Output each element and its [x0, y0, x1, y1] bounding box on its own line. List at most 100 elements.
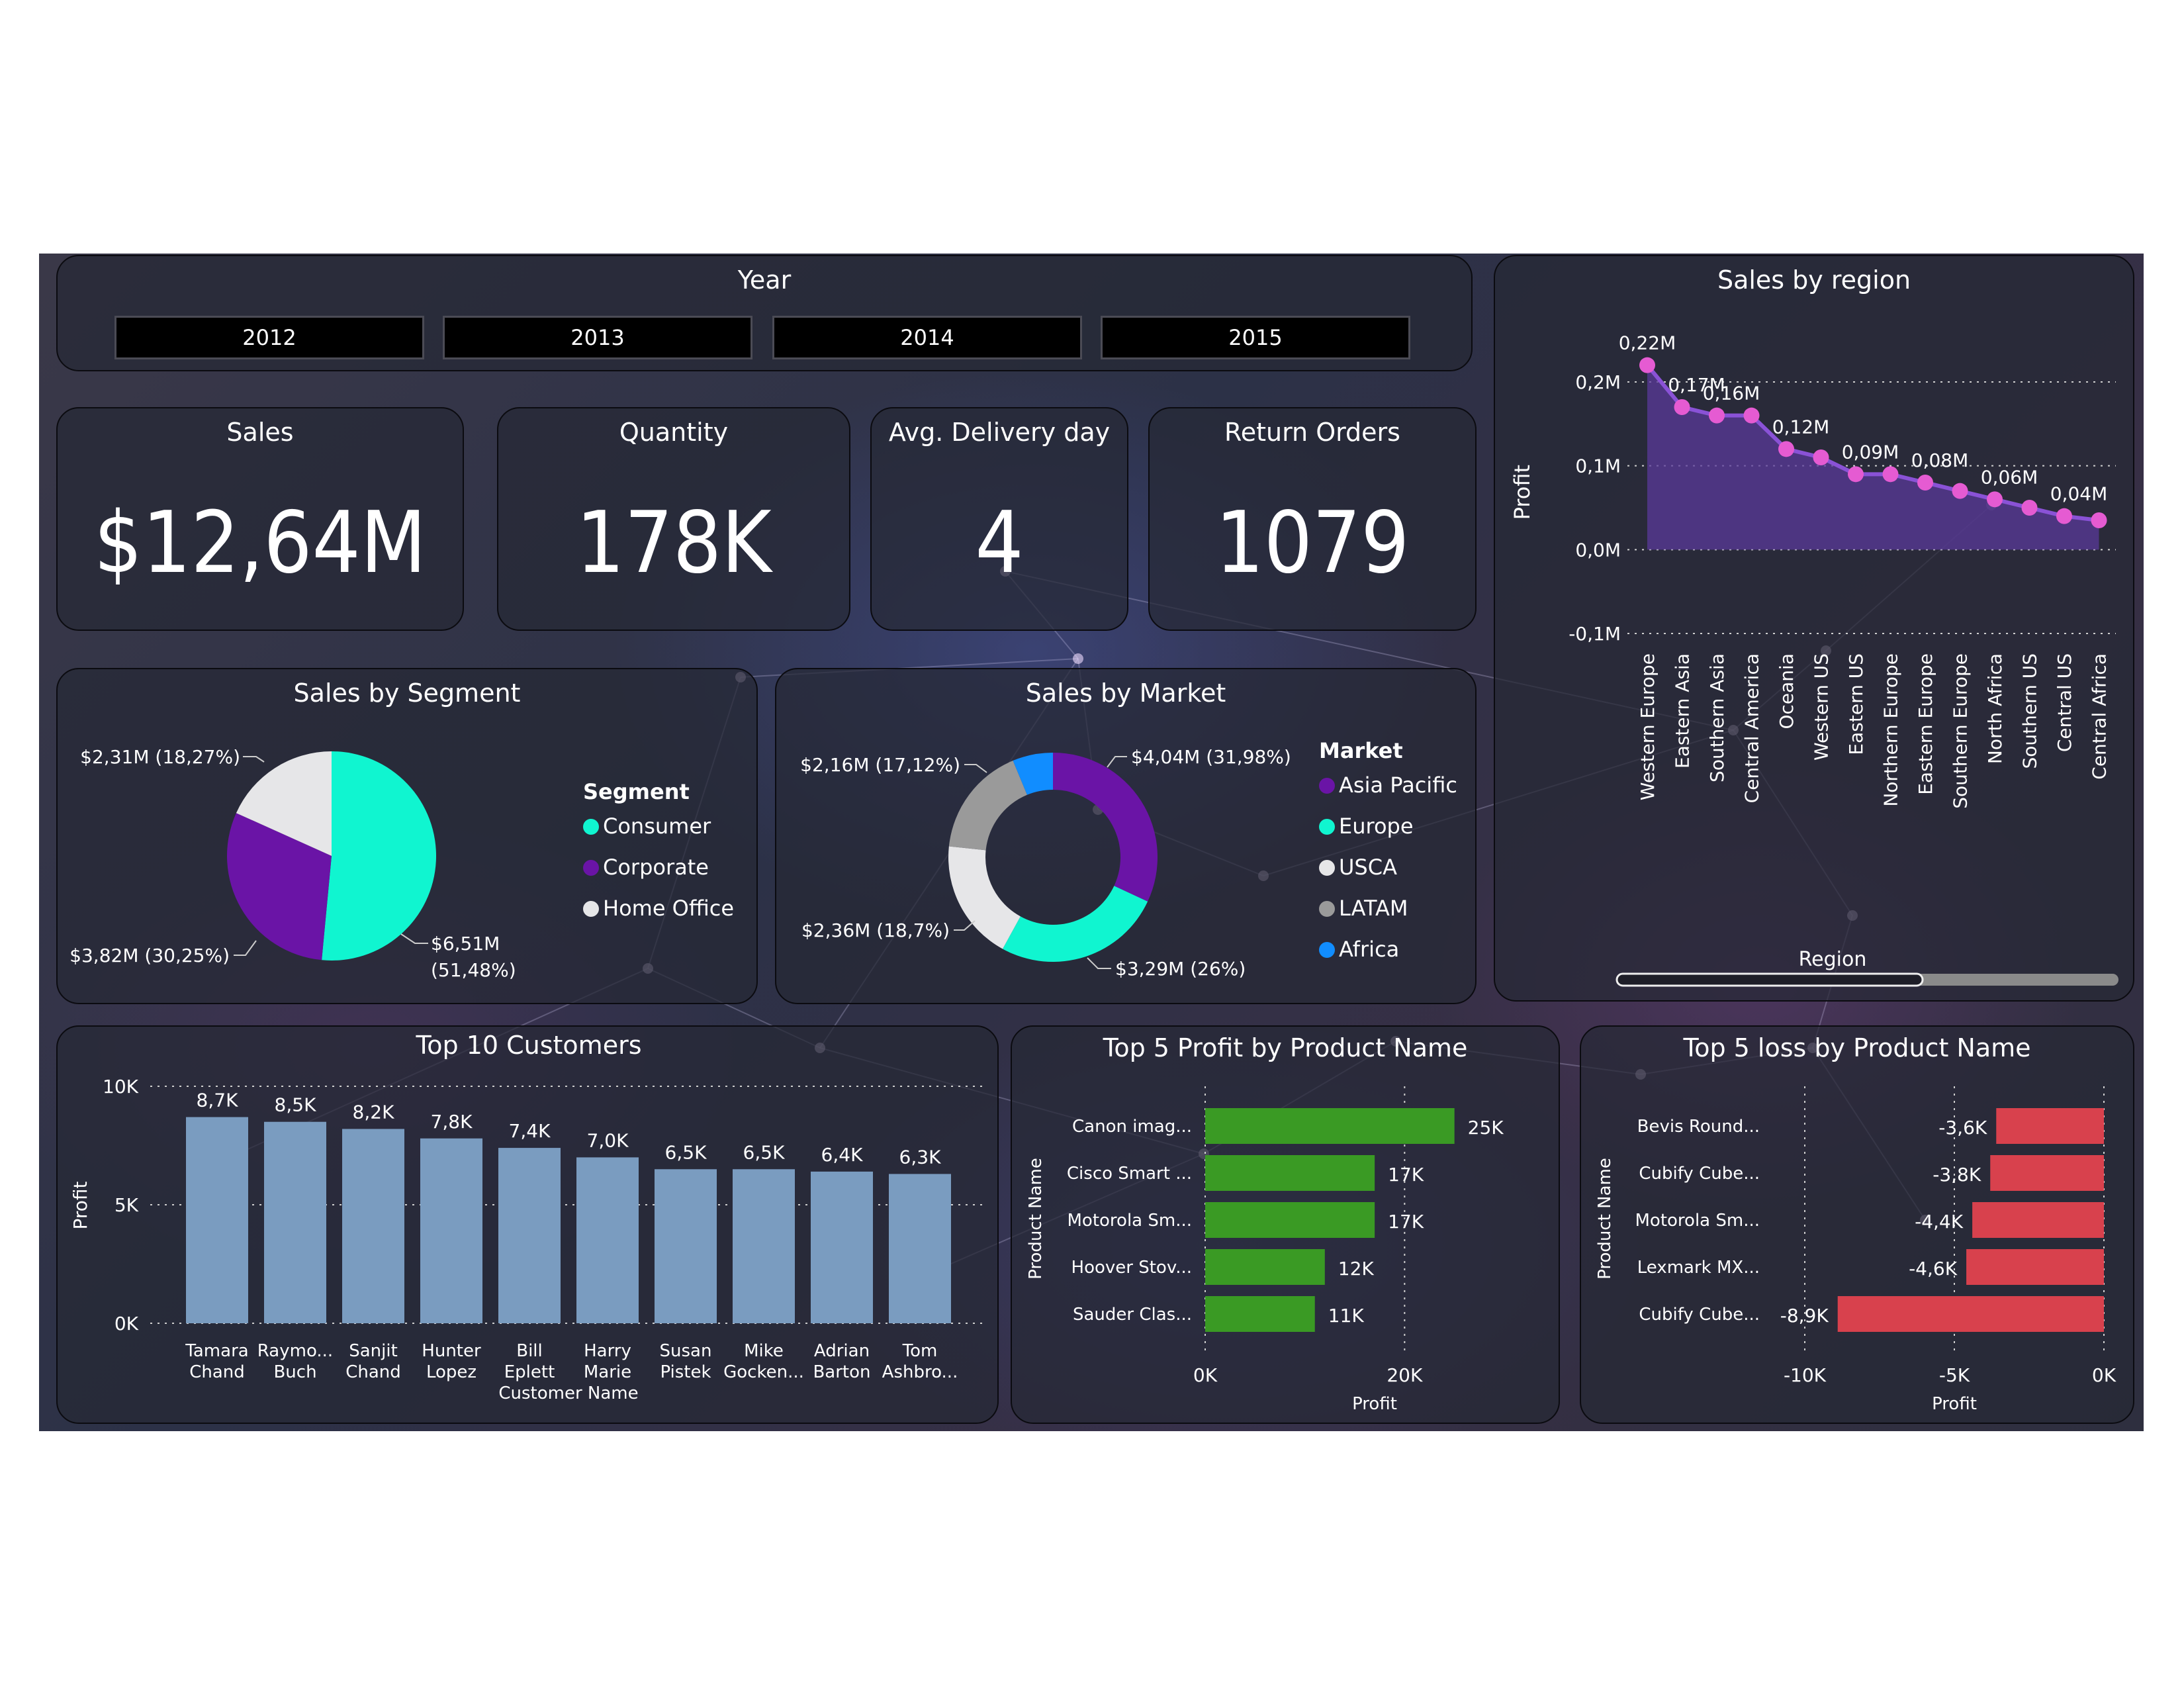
loss-bar-chart: -10K -5K 0K Profit Product Name Bevis Round..…	[1595, 1086, 2116, 1414]
customer-name-line: Bill	[516, 1341, 543, 1361]
customer-name-line: Gocken...	[723, 1362, 804, 1382]
loss-xtick-label: 0K	[2092, 1364, 2116, 1386]
region-point-label: 0,12M	[1772, 416, 1830, 438]
legend-dot-icon	[1319, 901, 1335, 917]
segment-legend-item[interactable]: Corporate	[583, 855, 709, 880]
legend-dot-icon	[1319, 778, 1335, 794]
year-slicer: Year 2012 2013 2014 2015	[56, 255, 1473, 371]
loss-category-label: Cubify Cube...	[1639, 1164, 1760, 1184]
customer-name-label: Tamara Chand	[185, 1341, 248, 1382]
kpi-quantity-value: 178K	[576, 494, 772, 592]
customer-name-line: Tamara	[185, 1341, 248, 1361]
segment-leader-line	[243, 756, 265, 763]
market-legend-item[interactable]: Africa	[1319, 937, 1399, 962]
market-donut-chart: $4,04M (31,98%) $3,29M (26%) $2,36M (18,7%…	[800, 746, 1291, 980]
year-button-2014[interactable]: 2014	[772, 316, 1082, 359]
year-slicer-title: Year	[737, 265, 792, 295]
region-xtick-label: Southern Asia	[1706, 653, 1728, 782]
kpi-delivery-label: Avg. Delivery day	[888, 418, 1111, 447]
kpi-sales-card: Sales $12,64M	[56, 407, 464, 631]
loss-value-label: -4,6K	[1909, 1258, 1958, 1280]
segment-data-label: $3,82M (30,25%)	[69, 945, 230, 966]
region-point-label: 0,04M	[2050, 483, 2108, 505]
region-point-label: 0,17M	[1668, 374, 1725, 396]
region-xtick-label: Central Africa	[2089, 653, 2111, 780]
profit-xtick-label: 0K	[1193, 1364, 1218, 1386]
loss-ylabel: Product Name	[1595, 1158, 1615, 1280]
kpi-sales-value: $12,64M	[93, 494, 427, 592]
profit-bar	[1205, 1202, 1375, 1238]
market-legend-item[interactable]: Asia Pacific	[1319, 773, 1457, 798]
segment-pie-chart: $6,51M (51,48%) $3,82M (30,25%) $2,31M (18,…	[69, 746, 516, 981]
profit-bar	[1205, 1296, 1315, 1332]
region-scrollbar-thumb[interactable]	[1615, 972, 1924, 987]
loss-value-label: -3,6K	[1938, 1117, 1987, 1139]
customers-chart-title: Top 10 Customers	[416, 1031, 642, 1060]
market-legend-item[interactable]: Europe	[1319, 814, 1414, 839]
customer-value-label: 7,4K	[509, 1120, 551, 1142]
legend-label: Corporate	[603, 855, 709, 880]
region-xtick-label: Western Europe	[1637, 653, 1659, 800]
customer-value-label: 6,5K	[665, 1141, 707, 1163]
customer-value-label: 8,2K	[353, 1101, 395, 1123]
segment-legend-item[interactable]: Home Office	[583, 896, 734, 921]
market-legend-item[interactable]: USCA	[1319, 855, 1397, 880]
legend-label: Africa	[1339, 937, 1400, 962]
region-point	[1987, 491, 2003, 508]
region-xtick-label: Oceania	[1776, 653, 1797, 729]
market-legend-item[interactable]: LATAM	[1319, 896, 1408, 921]
kpi-returns-label: Return Orders	[1224, 418, 1400, 447]
kpi-quantity-card: Quantity 178K	[497, 407, 850, 631]
year-button-2015[interactable]: 2015	[1101, 316, 1410, 359]
kpi-sales-label: Sales	[226, 418, 294, 447]
loss-bar	[1996, 1108, 2104, 1144]
loss-chart-title: Top 5 loss by Product Name	[1683, 1033, 2031, 1062]
customer-value-label: 7,8K	[431, 1111, 473, 1133]
loss-chart-panel: Top 5 loss by Product Name -10K -5K 0K Prof…	[1580, 1025, 2134, 1424]
profit-value-label: 17K	[1388, 1211, 1424, 1233]
year-button-2013[interactable]: 2013	[443, 316, 752, 359]
legend-dot-icon	[1319, 942, 1335, 958]
loss-bar	[1990, 1155, 2104, 1191]
region-point-label: 0,09M	[1842, 441, 1899, 463]
legend-dot-icon	[583, 860, 599, 876]
customer-name-line: Hunter	[422, 1341, 481, 1361]
region-xtick-label: Southern US	[2019, 653, 2041, 769]
kpi-returns-value: 1079	[1215, 494, 1410, 592]
customer-name-line: Susan	[660, 1341, 712, 1361]
loss-category-label: Motorola Sm...	[1635, 1211, 1760, 1231]
region-point	[2021, 500, 2038, 516]
year-button-2012[interactable]: 2012	[114, 316, 424, 359]
customer-name-label: Raymo... Buch	[257, 1341, 333, 1382]
customer-value-label: 6,5K	[743, 1141, 786, 1163]
segment-legend-item[interactable]: Consumer	[583, 814, 711, 839]
region-point	[1848, 466, 1864, 483]
region-xtick-label: Central America	[1741, 653, 1763, 803]
region-xlabel: Region	[1799, 948, 1867, 971]
region-point	[1917, 475, 1933, 491]
segment-chart-title: Sales by Segment	[293, 679, 521, 708]
market-data-label: $2,16M (17,12%)	[800, 754, 960, 776]
legend-dot-icon	[1319, 860, 1335, 876]
legend-label: Asia Pacific	[1339, 773, 1457, 798]
market-data-label: $4,04M (31,98%)	[1131, 746, 1291, 768]
profit-value-label: 12K	[1338, 1258, 1375, 1280]
region-xtick-label: Northern Europe	[1880, 653, 1902, 807]
region-ytick-label: 0,2M	[1575, 371, 1621, 393]
region-ytick-label: -0,1M	[1569, 623, 1621, 645]
market-legend-title: Market	[1319, 738, 1403, 763]
customers-ytick-label: 5K	[114, 1194, 139, 1216]
region-point	[2091, 512, 2107, 528]
segment-chart-panel: Sales by Segment $6,51M (51,48%) $3,82M (3…	[56, 668, 758, 1004]
legend-label: LATAM	[1339, 896, 1408, 921]
legend-label: USCA	[1339, 855, 1397, 880]
loss-xtick-label: -5K	[1939, 1364, 1970, 1386]
segment-leader-line	[400, 933, 428, 944]
region-point	[1882, 466, 1899, 483]
market-slice-usca	[948, 846, 1021, 949]
market-slice-asia-pacific	[1053, 753, 1158, 902]
dashboard: Year 2012 2013 2014 2015 Sales $12,64M Q…	[39, 254, 2144, 1431]
customer-bar	[889, 1174, 951, 1323]
customer-name-label: Mike Gocken...	[723, 1341, 804, 1382]
